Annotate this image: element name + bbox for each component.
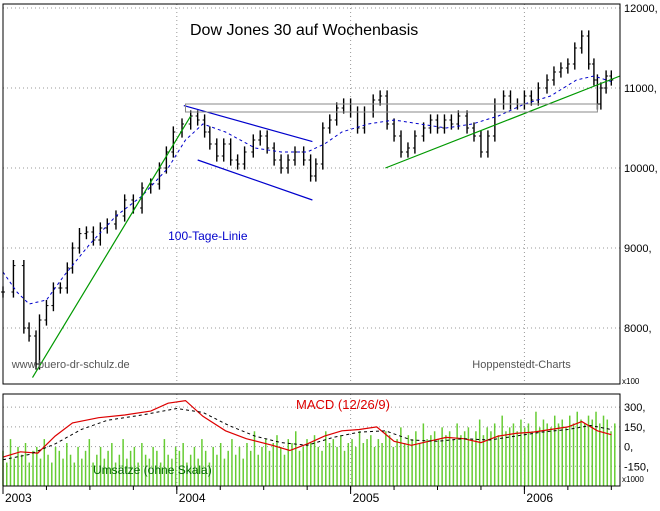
x-tick-label: 2003 <box>5 491 32 505</box>
series-100-tage-linie <box>2 75 612 305</box>
macd-scale-note: x1000 <box>622 475 644 484</box>
series-trendkanal-unten <box>197 159 313 201</box>
series-layer <box>1 30 621 461</box>
text-layer: 8000, 9000, 10000, 11000, 12000, 300, 150, 0, -1… <box>5 3 658 505</box>
support-resistance-band <box>184 103 598 113</box>
series-trendlinie-2 <box>385 75 621 169</box>
x-tick-label: 2004 <box>179 491 206 505</box>
volume-label: Umsätze (ohne Skala) <box>93 463 212 477</box>
macd-y-tick-label: -150, <box>624 461 649 473</box>
price-y-tick-label: 12000, <box>624 3 658 15</box>
price-y-tick-label: 9000, <box>624 243 652 255</box>
macd-y-tick-label: 300, <box>624 402 645 414</box>
price-annotation: www.buero-dr-schulz.de <box>11 359 130 371</box>
series-trendlinie-1 <box>31 115 192 378</box>
price-y-tick-label: 8000, <box>624 323 652 335</box>
x-tick-label: 2006 <box>526 491 553 505</box>
price-annotation: Hoppenstedt-Charts <box>472 359 571 371</box>
price-scale-note: x100 <box>622 377 640 386</box>
price-chart-title: Dow Jones 30 auf Wochenbasis <box>190 22 418 39</box>
volume-bars-layer <box>2 411 616 486</box>
macd-y-tick-label: 0, <box>624 442 633 454</box>
x-tick-label: 2005 <box>353 491 380 505</box>
series-signal <box>2 407 612 461</box>
frame-layer <box>2 3 621 494</box>
series-macd <box>2 399 612 458</box>
macd-title: MACD (12/26/9) <box>296 397 390 412</box>
macd-panel-frame <box>2 393 621 487</box>
price-y-tick-label: 10000, <box>624 163 658 175</box>
price-annotation: 100-Tage-Linie <box>168 229 248 243</box>
price-y-tick-label: 11000, <box>624 83 657 95</box>
price-panel-frame <box>2 3 621 385</box>
macd-y-tick-label: 150, <box>624 422 645 434</box>
